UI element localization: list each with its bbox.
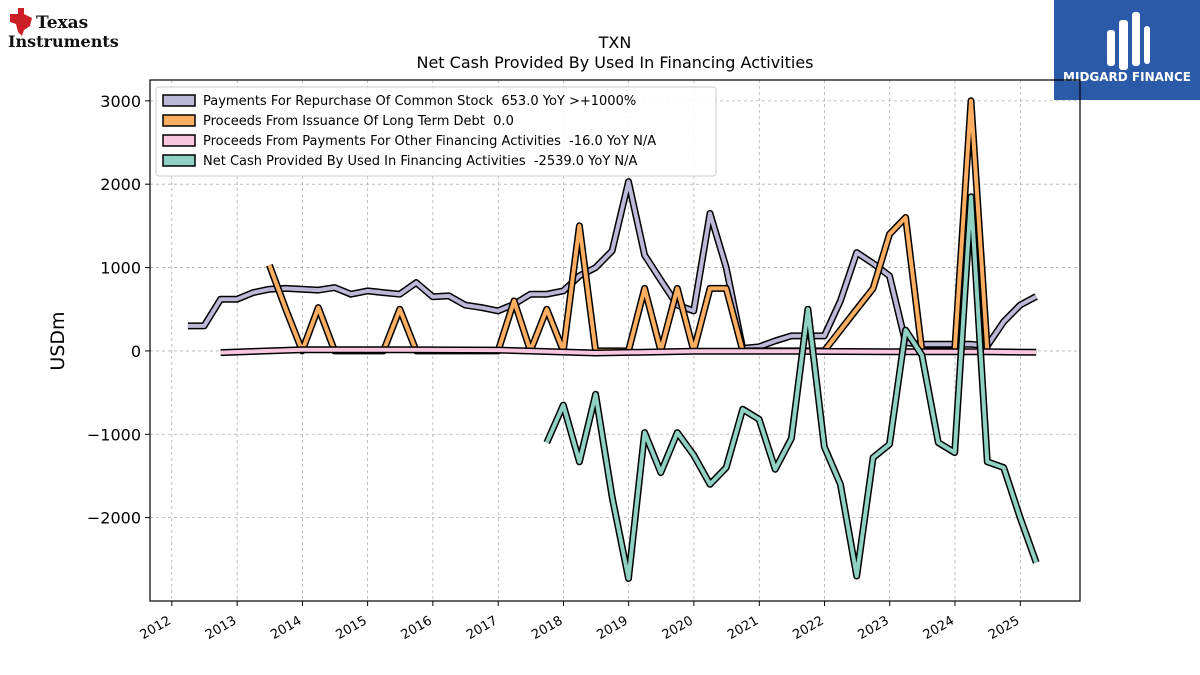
legend-swatch <box>162 114 196 127</box>
y-tick-label: −1000 <box>87 425 141 444</box>
x-tick-label: 2020 <box>660 613 696 643</box>
legend-label: Payments For Repurchase Of Common Stock … <box>203 94 636 109</box>
texas-instruments-logo: Texas Instruments <box>8 8 119 51</box>
x-tick-label: 2015 <box>333 613 369 643</box>
x-tick-label: 2025 <box>986 613 1022 643</box>
legend-swatch <box>162 134 196 147</box>
x-tick-label: 2012 <box>138 613 174 643</box>
x-tick-label: 2021 <box>725 613 761 643</box>
x-tick-label: 2022 <box>790 613 826 643</box>
plot-frame <box>149 79 1081 602</box>
series-3-line <box>543 193 1040 582</box>
chart-title: TXN <box>598 33 632 52</box>
x-tick-label: 2019 <box>595 613 631 643</box>
y-tick-label: 1000 <box>100 259 141 278</box>
series-2-line <box>220 346 1037 357</box>
x-tick-label: 2018 <box>529 613 565 643</box>
x-tick-label: 2023 <box>856 613 892 643</box>
legend-item: Payments For Repurchase Of Common Stock … <box>162 94 636 109</box>
brand-logo-name: MIDGARD FINANCE <box>1063 70 1191 84</box>
y-tick-label: −2000 <box>87 509 141 528</box>
legend-label: Proceeds From Payments For Other Financi… <box>203 134 656 149</box>
legend-label: Net Cash Provided By Used In Financing A… <box>203 154 638 169</box>
legend: Payments For Repurchase Of Common Stock … <box>155 86 717 177</box>
y-tick-label: 3000 <box>100 92 141 111</box>
chart-subtitle: Net Cash Provided By Used In Financing A… <box>416 53 813 72</box>
texas-state-icon <box>10 8 32 36</box>
y-tick-label: 2000 <box>100 175 141 194</box>
x-tick-label: 2017 <box>464 613 500 643</box>
legend-swatch <box>162 94 196 107</box>
x-tick-label: 2014 <box>268 613 304 643</box>
legend-item: Proceeds From Issuance Of Long Term Debt… <box>162 114 514 129</box>
series-lines <box>187 97 1040 582</box>
x-tick-label: 2013 <box>203 613 239 643</box>
legend-label: Proceeds From Issuance Of Long Term Debt… <box>203 114 514 129</box>
legend-box <box>155 86 717 177</box>
legend-swatch <box>162 154 196 167</box>
logo-line1: Texas <box>36 13 88 33</box>
y-tick-label: 0 <box>131 342 141 361</box>
series-line <box>220 347 1037 355</box>
series-line <box>544 194 1039 581</box>
y-axis-label: USDm <box>47 311 69 370</box>
midgard-finance-logo: MIDGARD FINANCE <box>1054 0 1200 100</box>
logo-line2: Instruments <box>8 32 119 51</box>
series-0-line <box>187 178 1038 352</box>
series-line <box>187 179 1038 351</box>
legend-item: Net Cash Provided By Used In Financing A… <box>162 154 638 169</box>
x-tick-label: 2024 <box>921 613 957 643</box>
x-tick-label: 2016 <box>399 613 435 643</box>
legend-item: Proceeds From Payments For Other Financi… <box>162 134 656 149</box>
midgard-emblem-icon <box>1107 12 1150 70</box>
